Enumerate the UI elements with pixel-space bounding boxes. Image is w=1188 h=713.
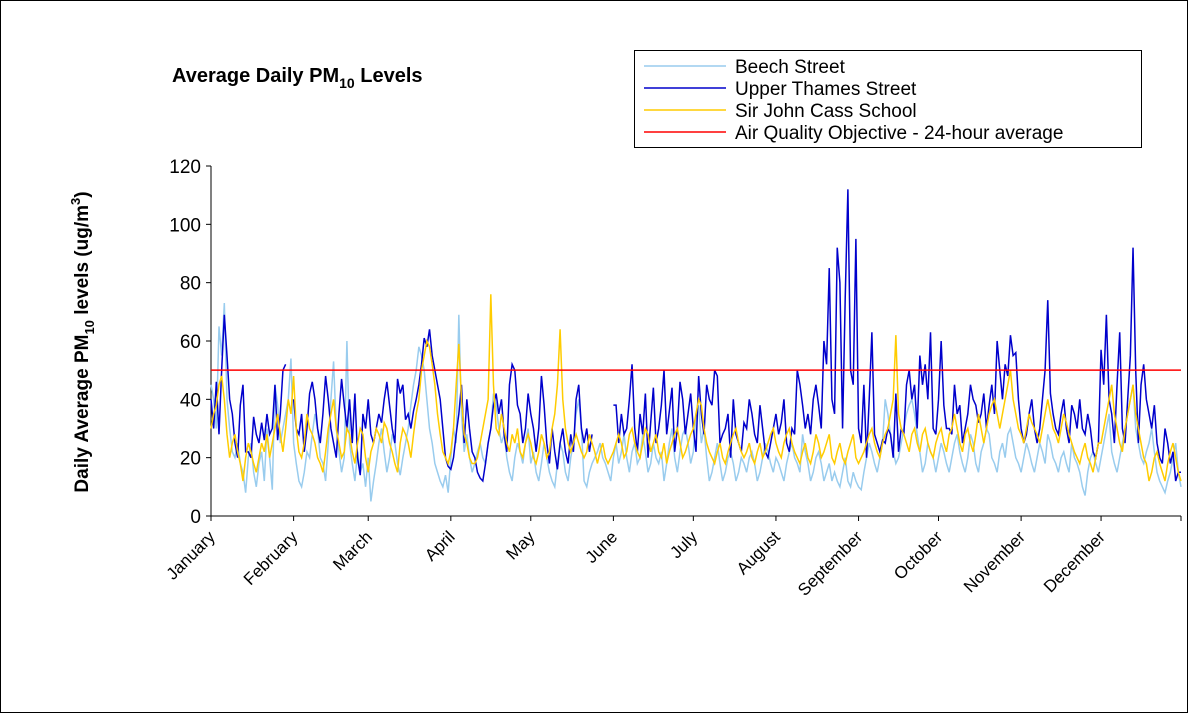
y-axis-label: Daily Average PM10 levels (ug/m3) <box>68 191 97 492</box>
series-line <box>292 329 593 483</box>
y-label-subscript: 10 <box>82 320 97 334</box>
y-tick-label: 100 <box>169 215 201 236</box>
y-tick-label: 40 <box>180 390 201 411</box>
legend-label: Upper Thames Street <box>735 79 917 100</box>
series-line <box>210 314 287 458</box>
series-line <box>613 189 1181 482</box>
legend-label: Beech Street <box>735 57 846 78</box>
series-line <box>210 294 1182 482</box>
y-label-rest: ) <box>72 191 93 197</box>
y-label-superscript: 3 <box>68 198 83 205</box>
y-tick-label: 120 <box>169 157 201 178</box>
y-tick-label: 0 <box>190 507 201 528</box>
legend-label: Air Quality Objective - 24-hour average <box>735 123 1063 144</box>
title-text: Average Daily PM <box>172 65 339 87</box>
y-label-mid: levels (ug/m <box>72 205 93 320</box>
legend-label: Sir John Cass School <box>735 101 917 122</box>
y-tick-label: 80 <box>180 274 201 295</box>
y-label-text: Daily Average PM <box>72 335 93 493</box>
title-rest: Levels <box>355 65 423 87</box>
y-tick-label: 60 <box>180 332 201 353</box>
y-tick-label: 20 <box>180 449 201 470</box>
chart-title: Average Daily PM10 Levels <box>172 65 423 91</box>
title-subscript: 10 <box>339 75 355 91</box>
